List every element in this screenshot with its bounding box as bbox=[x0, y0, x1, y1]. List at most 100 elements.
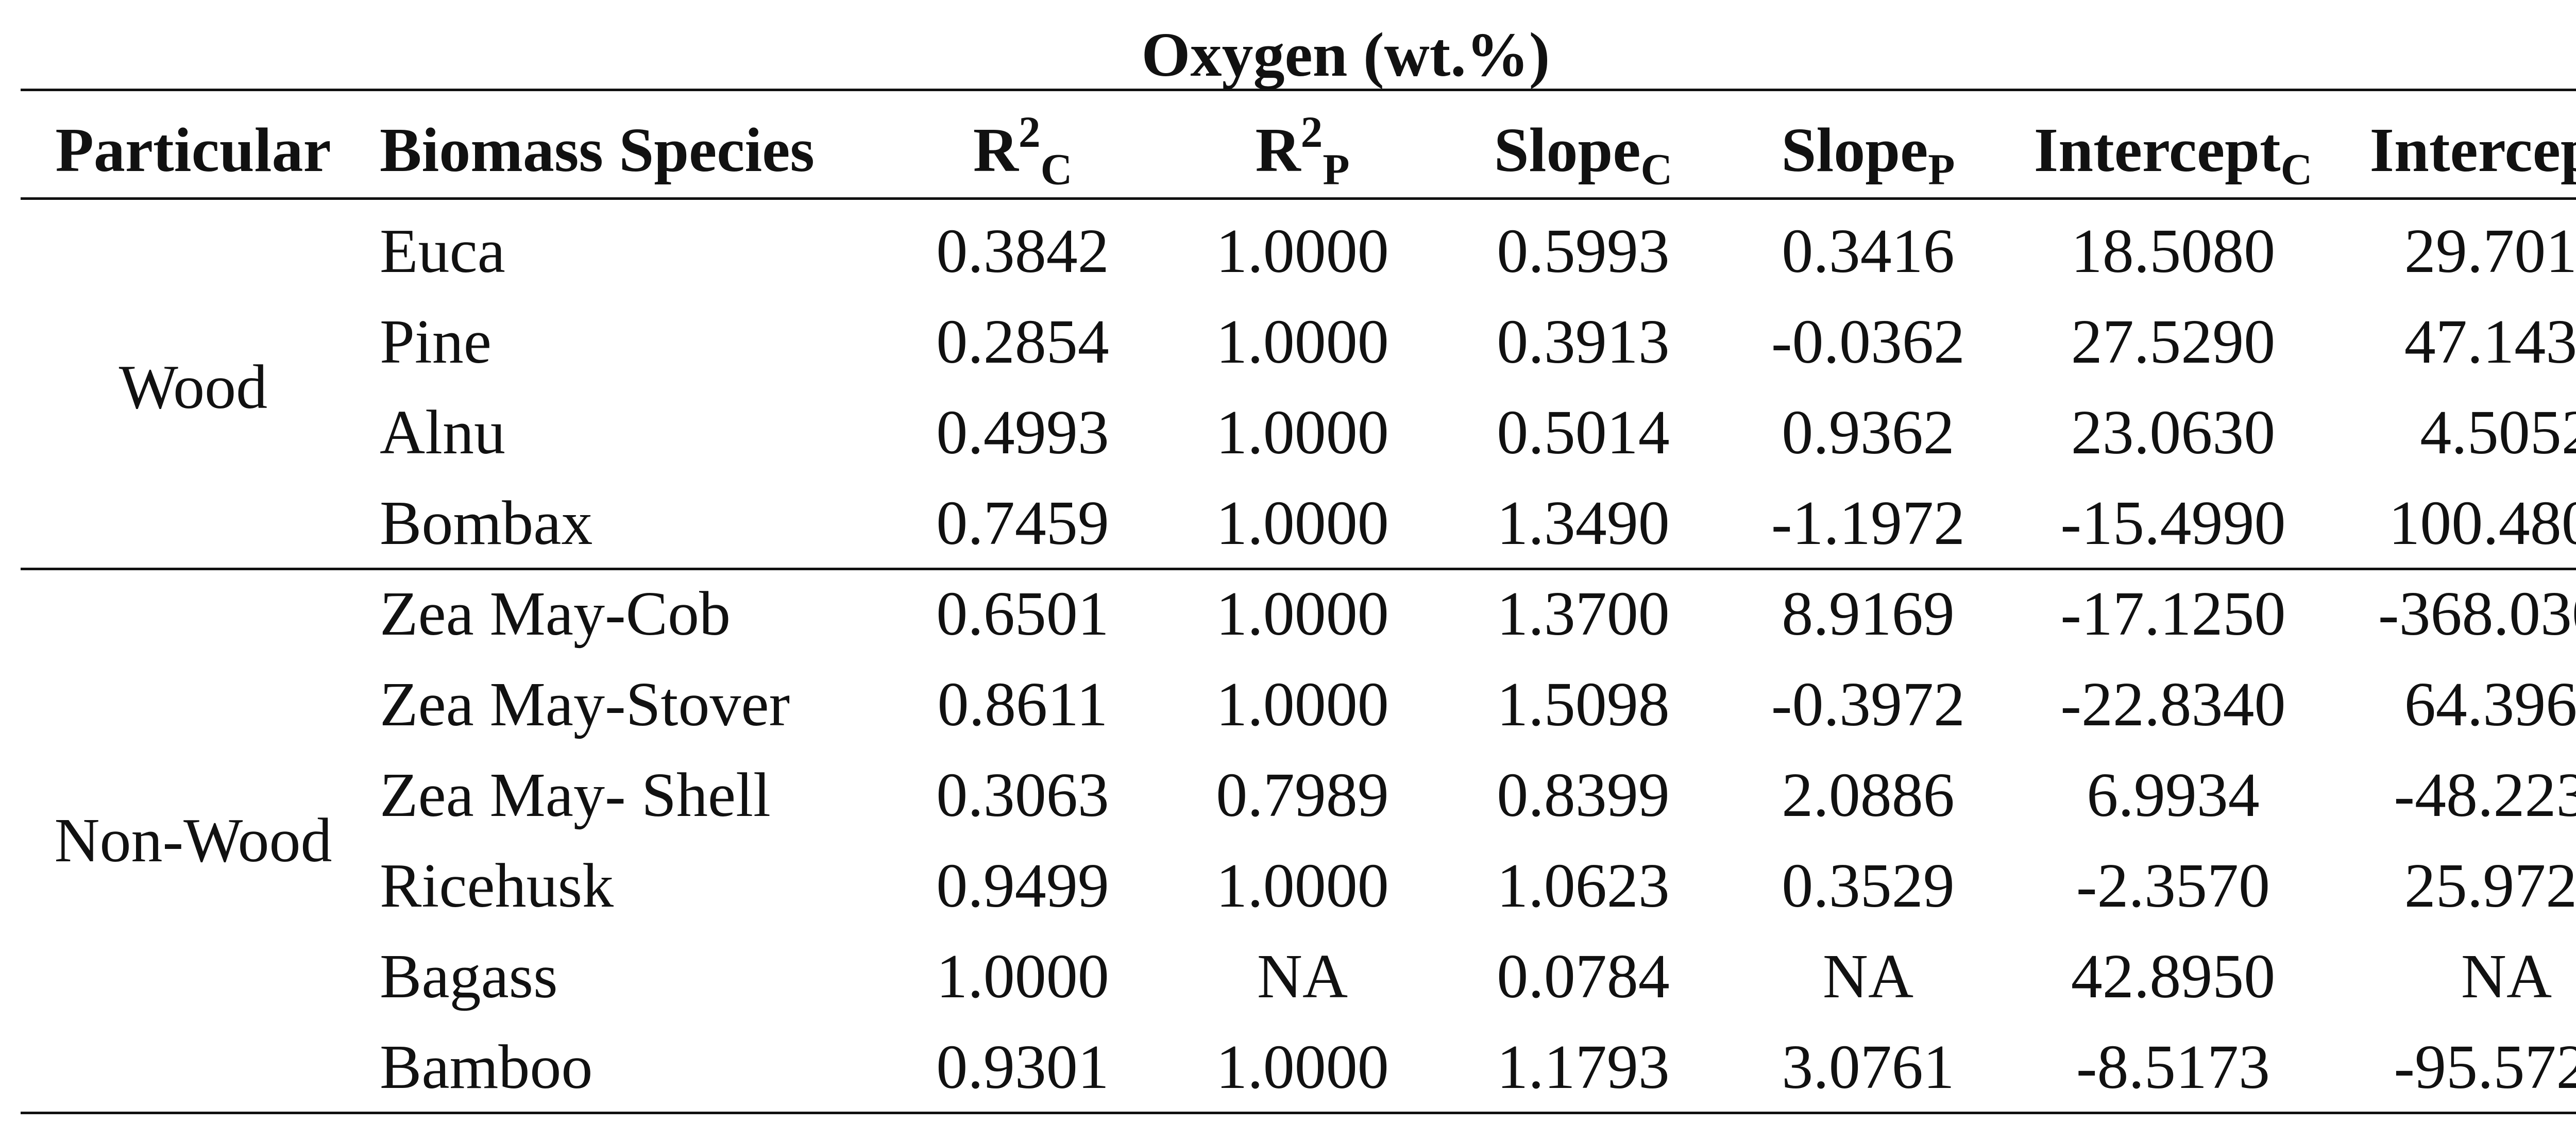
cell-value: 1.1793 bbox=[1497, 1032, 1670, 1102]
header-text: R bbox=[1255, 115, 1301, 185]
cell-value: 1.3700 bbox=[1497, 579, 1670, 649]
cell-value: 0.3913 bbox=[1497, 307, 1670, 377]
cell-value: 0.9362 bbox=[1782, 398, 1955, 467]
cell-value: 1.0000 bbox=[1216, 307, 1389, 377]
column-header: InterceptP bbox=[2370, 119, 2576, 182]
cell-value: 1.0000 bbox=[1216, 488, 1389, 558]
cell-value: 0.7459 bbox=[936, 488, 1109, 558]
header-text: Slope bbox=[1494, 115, 1641, 185]
cell-value: 1.0000 bbox=[1216, 670, 1389, 739]
cell-value: NA bbox=[1257, 942, 1348, 1011]
header-subscript: C bbox=[2280, 145, 2313, 194]
column-header: R2P bbox=[1256, 110, 1350, 192]
cell-value: 1.0000 bbox=[1216, 851, 1389, 921]
cell-value: 1.0623 bbox=[1497, 851, 1670, 921]
species-name: Zea May-Cob bbox=[380, 579, 731, 649]
header-text: Slope bbox=[1781, 115, 1928, 185]
species-name: Pine bbox=[380, 307, 492, 377]
header-text: Intercept bbox=[2033, 115, 2281, 185]
cell-value: 0.8399 bbox=[1497, 760, 1670, 830]
cell-value: 42.8950 bbox=[2071, 942, 2276, 1011]
cell-value: 23.0630 bbox=[2071, 398, 2276, 467]
cell-value: NA bbox=[2461, 942, 2552, 1011]
cell-value: 6.9934 bbox=[2087, 760, 2260, 830]
cell-value: -22.8340 bbox=[2060, 670, 2286, 739]
species-name: Bamboo bbox=[380, 1032, 593, 1102]
cell-value: 0.9499 bbox=[936, 851, 1109, 921]
species-name: Euca bbox=[380, 216, 505, 286]
header-subscript: C bbox=[1640, 145, 1673, 194]
cell-value: 1.0000 bbox=[1216, 1032, 1389, 1102]
cell-value: 0.3842 bbox=[936, 216, 1109, 286]
column-header: Biomass Species bbox=[380, 119, 815, 182]
cell-value: 100.4800 bbox=[2388, 488, 2576, 558]
header-subscript: P bbox=[1323, 145, 1350, 194]
cell-value: 0.5014 bbox=[1497, 398, 1670, 467]
cell-value: 64.3960 bbox=[2404, 670, 2576, 739]
cell-value: 0.0784 bbox=[1497, 942, 1670, 1011]
cell-value: 1.0000 bbox=[1216, 579, 1389, 649]
cell-value: -1.1972 bbox=[1771, 488, 1965, 558]
header-superscript: 2 bbox=[1300, 108, 1323, 157]
cell-value: 1.0000 bbox=[1216, 216, 1389, 286]
cell-value: -95.5720 bbox=[2394, 1032, 2576, 1102]
cell-value: 29.7010 bbox=[2404, 216, 2576, 286]
cell-value: 0.3416 bbox=[1782, 216, 1955, 286]
header-superscript: 2 bbox=[1018, 108, 1041, 157]
cell-value: 0.4993 bbox=[936, 398, 1109, 467]
cell-value: -0.3972 bbox=[1771, 670, 1965, 739]
header-rule bbox=[21, 197, 2576, 200]
cell-value: 1.5098 bbox=[1497, 670, 1670, 739]
cell-value: -8.5173 bbox=[2076, 1032, 2270, 1102]
cell-value: 18.5080 bbox=[2071, 216, 2276, 286]
cell-value: 0.9301 bbox=[936, 1032, 1109, 1102]
species-name: Alnu bbox=[380, 398, 505, 467]
bottom-rule bbox=[21, 1112, 2576, 1114]
cell-value: 8.9169 bbox=[1782, 579, 1955, 649]
cell-value: 0.7989 bbox=[1216, 760, 1389, 830]
cell-value: 0.5993 bbox=[1497, 216, 1670, 286]
cell-value: -48.2230 bbox=[2394, 760, 2576, 830]
top-rule bbox=[21, 89, 2576, 91]
cell-value: 2.0886 bbox=[1782, 760, 1955, 830]
cell-value: 0.2854 bbox=[936, 307, 1109, 377]
column-header: R2C bbox=[973, 110, 1072, 192]
group-label: Wood bbox=[118, 352, 268, 422]
cell-value: -17.1250 bbox=[2060, 579, 2286, 649]
cell-value: 1.3490 bbox=[1497, 488, 1670, 558]
cell-value: 0.3529 bbox=[1782, 851, 1955, 921]
header-text: Biomass Species bbox=[380, 115, 815, 185]
cell-value: -368.0300 bbox=[2378, 579, 2576, 649]
header-text: Particular bbox=[55, 115, 331, 185]
cell-value: -15.4990 bbox=[2060, 488, 2286, 558]
cell-value: 25.9720 bbox=[2404, 851, 2576, 921]
species-name: Ricehusk bbox=[380, 851, 614, 921]
cell-value: 1.0000 bbox=[936, 942, 1109, 1011]
table-title: Oxygen (wt.%) bbox=[1141, 20, 1550, 90]
header-text: R bbox=[973, 115, 1019, 185]
cell-value: 1.0000 bbox=[1216, 398, 1389, 467]
cell-value: 47.1430 bbox=[2404, 307, 2576, 377]
cell-value: -2.3570 bbox=[2076, 851, 2270, 921]
species-name: Bagass bbox=[380, 942, 558, 1011]
header-subscript: C bbox=[1040, 145, 1073, 194]
group-rule bbox=[21, 568, 2576, 570]
column-header: InterceptC bbox=[2034, 119, 2313, 192]
header-subscript: P bbox=[1928, 145, 1955, 194]
group-label: Non-Wood bbox=[54, 806, 332, 875]
species-name: Zea May-Stover bbox=[380, 670, 790, 739]
column-header: SlopeP bbox=[1782, 119, 1955, 192]
cell-value: 4.5052 bbox=[2420, 398, 2576, 467]
species-name: Zea May- Shell bbox=[380, 760, 771, 830]
header-text: Intercept bbox=[2369, 115, 2576, 185]
cell-value: NA bbox=[1822, 942, 1914, 1011]
species-name: Bombax bbox=[380, 488, 593, 558]
column-header: Particular bbox=[55, 119, 331, 182]
cell-value: -0.0362 bbox=[1771, 307, 1965, 377]
cell-value: 0.6501 bbox=[936, 579, 1109, 649]
cell-value: 0.8611 bbox=[937, 670, 1108, 739]
cell-value: 27.5290 bbox=[2071, 307, 2276, 377]
cell-value: 0.3063 bbox=[936, 760, 1109, 830]
cell-value: 3.0761 bbox=[1782, 1032, 1955, 1102]
